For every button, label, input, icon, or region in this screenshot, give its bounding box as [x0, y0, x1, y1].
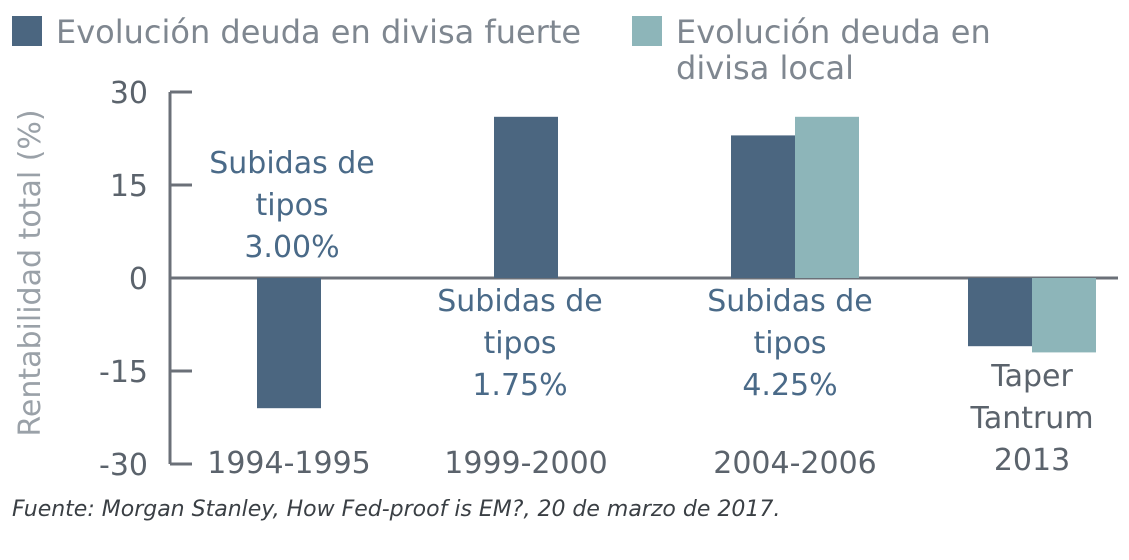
legend-label: Evolución deuda en divisa fuerte: [56, 13, 581, 51]
source-note: Fuente: Morgan Stanley, How Fed-proof is…: [12, 497, 781, 522]
annotation-label: 3.00%: [244, 230, 339, 265]
bar: [731, 135, 795, 278]
category-label: 1999-2000: [444, 446, 608, 481]
bar: [968, 278, 1032, 347]
y-tick-label: -15: [99, 355, 148, 390]
category-label: 2013: [994, 443, 1070, 478]
y-tick-label: 30: [110, 76, 148, 111]
bar: [1032, 278, 1096, 353]
category-label: Tantrum: [969, 401, 1093, 436]
bar-chart: 30 15 0 -15 -30 Rentabilidad total (%) 1994-19…: [12, 13, 1118, 483]
y-tick-label: -30: [99, 448, 148, 483]
y-tick-label: 15: [110, 169, 148, 204]
legend-label: Evolución deuda en: [676, 13, 991, 51]
annotation-label: tipos: [753, 326, 826, 361]
legend-label: divisa local: [676, 49, 854, 87]
category-label: 2004-2006: [713, 446, 877, 481]
y-axis-label: Rentabilidad total (%): [13, 109, 48, 436]
category-label: Taper: [990, 359, 1073, 394]
bar: [257, 278, 321, 409]
bar: [494, 116, 558, 278]
annotation-label: tipos: [483, 326, 556, 361]
annotation-label: tipos: [255, 188, 328, 223]
bar: [795, 116, 859, 278]
legend-swatch: [12, 16, 42, 46]
annotation-label: 4.25%: [742, 368, 837, 403]
annotation-label: Subidas de: [209, 146, 375, 181]
legend-swatch: [632, 16, 662, 46]
y-tick-label: 0: [129, 262, 148, 297]
annotation-label: Subidas de: [437, 284, 603, 319]
category-label: 1994-1995: [207, 446, 371, 481]
annotation-label: Subidas de: [707, 284, 873, 319]
annotation-label: 1.75%: [472, 368, 567, 403]
